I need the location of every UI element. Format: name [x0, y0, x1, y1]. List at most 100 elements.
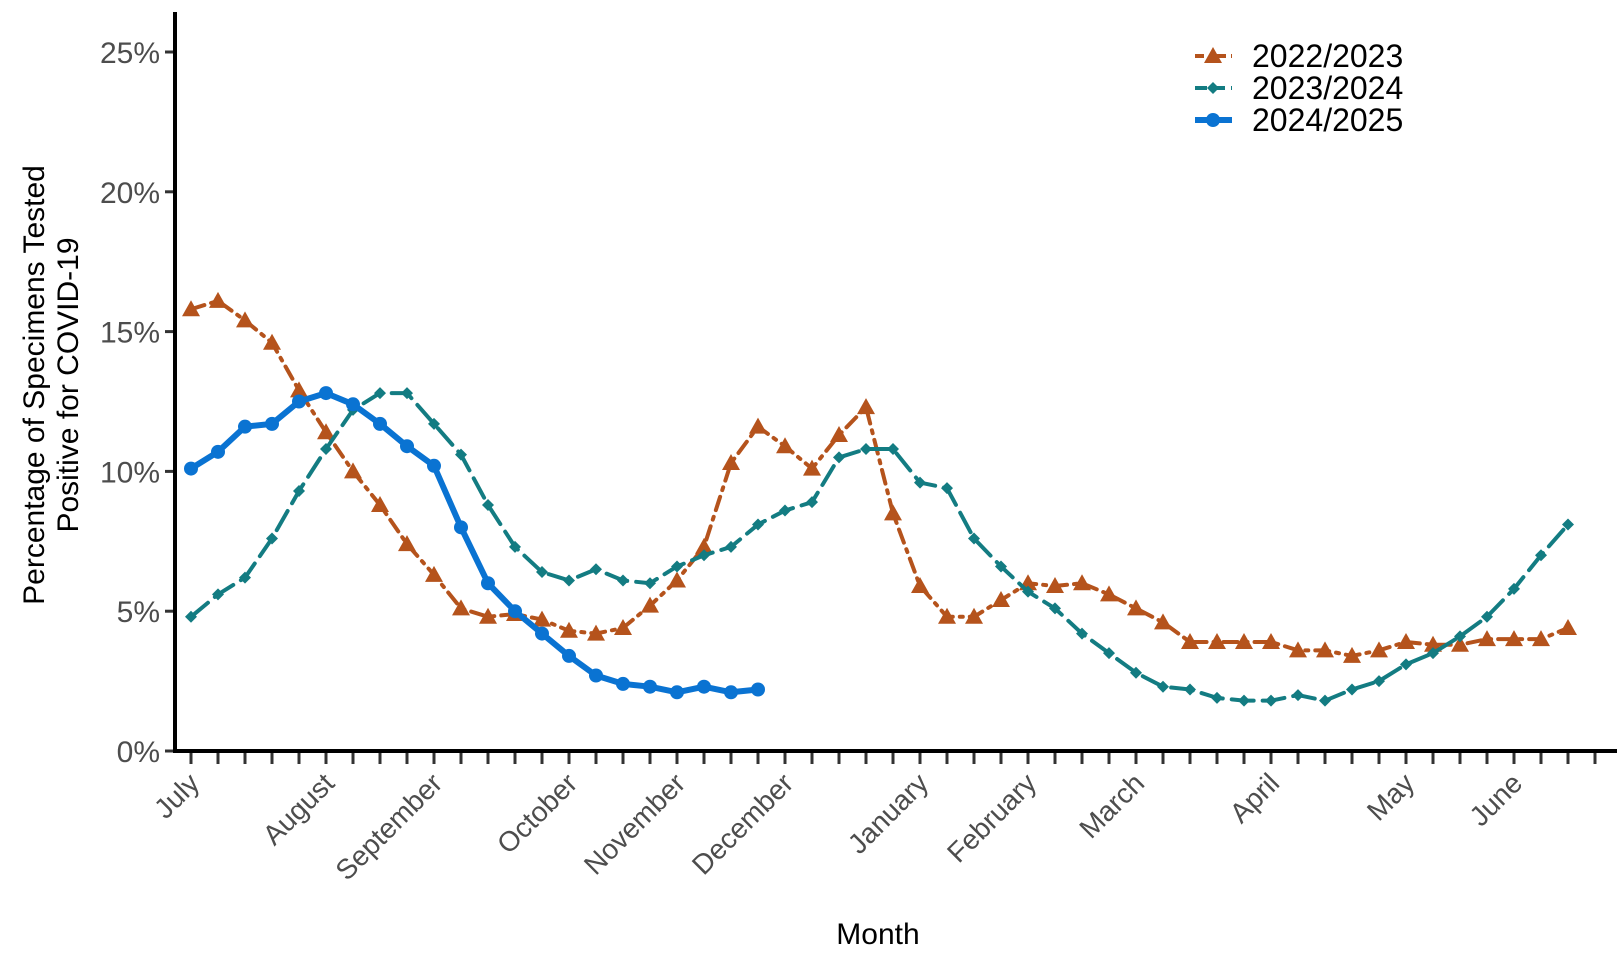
triangle-marker	[803, 459, 821, 476]
legend-label: 2023/2024	[1252, 70, 1403, 106]
diamond-marker	[1238, 694, 1250, 707]
diamond-marker	[752, 518, 764, 531]
diamond-marker	[1184, 683, 1196, 696]
triangle-marker	[1289, 641, 1307, 658]
triangle-marker	[695, 537, 713, 554]
diamond-marker	[482, 498, 494, 511]
triangle-marker	[317, 423, 335, 440]
circle-marker	[238, 419, 252, 434]
diamond-marker	[887, 443, 899, 456]
diamond-marker	[1076, 627, 1088, 640]
diamond-marker	[185, 610, 197, 623]
triangle-marker	[857, 398, 875, 415]
circle-marker	[508, 604, 522, 619]
diamond-marker	[374, 387, 386, 400]
triangle-marker	[1343, 646, 1361, 663]
triangle-marker	[992, 591, 1010, 608]
triangle-marker	[344, 462, 362, 479]
circle-marker	[265, 416, 279, 431]
diamond-marker	[401, 387, 413, 400]
x-tick-label: May	[1361, 767, 1420, 826]
triangle-marker	[1181, 632, 1199, 649]
circle-marker	[454, 520, 468, 535]
diamond-marker	[1207, 82, 1219, 94]
diamond-marker	[671, 560, 683, 573]
x-tick-label: September	[329, 767, 448, 886]
triangle-marker	[398, 535, 416, 552]
diamond-marker	[725, 540, 737, 553]
triangle-marker	[965, 607, 983, 624]
triangle-marker	[1208, 632, 1226, 649]
triangle-marker	[452, 599, 470, 616]
diamond-marker	[1400, 658, 1412, 671]
series-layer	[182, 291, 1577, 707]
triangle-marker	[425, 565, 443, 582]
triangle-marker	[641, 596, 659, 613]
diamond-marker	[1427, 647, 1439, 660]
triangle-marker	[1073, 574, 1091, 591]
triangle-marker	[1204, 47, 1222, 63]
y-tick-label: 15%	[100, 317, 160, 350]
triangle-marker	[1451, 635, 1469, 652]
triangle-marker	[182, 300, 200, 317]
triangle-marker	[1424, 635, 1442, 652]
triangle-marker	[749, 417, 767, 434]
triangle-marker	[1370, 641, 1388, 658]
circle-marker	[292, 394, 306, 409]
x-tick-label: October	[491, 767, 583, 859]
circle-marker	[427, 458, 441, 473]
triangle-marker	[668, 571, 686, 588]
diamond-marker	[833, 451, 845, 464]
circle-marker	[346, 397, 360, 412]
x-tick-label: March	[1073, 767, 1150, 844]
circle-marker	[751, 682, 765, 697]
diamond-marker	[779, 504, 791, 517]
diamond-marker	[1481, 610, 1493, 623]
triangle-marker	[911, 577, 929, 594]
diamond-marker	[1211, 691, 1223, 704]
y-tick-label: 20%	[100, 177, 160, 210]
triangle-marker	[236, 311, 254, 328]
triangle-marker	[1235, 632, 1253, 649]
triangle-marker	[830, 426, 848, 443]
triangle-marker	[776, 437, 794, 454]
diamond-marker	[1373, 675, 1385, 688]
diamond-marker	[509, 540, 521, 553]
x-tick-label: November	[578, 767, 691, 880]
diamond-marker	[1022, 585, 1034, 598]
y-axis-title-line-1: Percentage of Specimens Tested	[18, 165, 51, 605]
y-axis-title-line-2: Positive for COVID-19	[52, 237, 85, 532]
triangle-marker	[1046, 577, 1064, 594]
circle-marker	[589, 668, 603, 683]
triangle-marker	[884, 504, 902, 521]
series-2024-2025	[184, 386, 765, 700]
triangle-marker	[1559, 618, 1577, 635]
triangle-marker	[1262, 632, 1280, 649]
diamond-marker	[644, 577, 656, 590]
diamond-marker	[860, 443, 872, 456]
x-tick-label: July	[148, 767, 205, 824]
diamond-marker	[320, 443, 332, 456]
diamond-marker	[590, 563, 602, 576]
triangle-marker	[533, 610, 551, 627]
circle-marker	[373, 416, 387, 431]
triangle-marker	[1154, 613, 1172, 630]
series-2022-2023	[182, 291, 1577, 663]
diamond-marker	[1454, 630, 1466, 643]
diamond-marker	[455, 448, 467, 461]
triangle-marker	[371, 495, 389, 512]
circle-marker	[211, 444, 225, 459]
triangle-marker	[1316, 641, 1334, 658]
x-tick-label: August	[257, 767, 341, 851]
diamond-marker	[1130, 666, 1142, 679]
diamond-marker	[239, 571, 251, 584]
diamond-marker	[1535, 549, 1547, 562]
series-2023-2024	[185, 387, 1574, 707]
triangle-marker	[938, 607, 956, 624]
triangle-marker	[587, 624, 605, 641]
diamond-marker	[806, 496, 818, 509]
triangle-marker	[209, 291, 227, 308]
